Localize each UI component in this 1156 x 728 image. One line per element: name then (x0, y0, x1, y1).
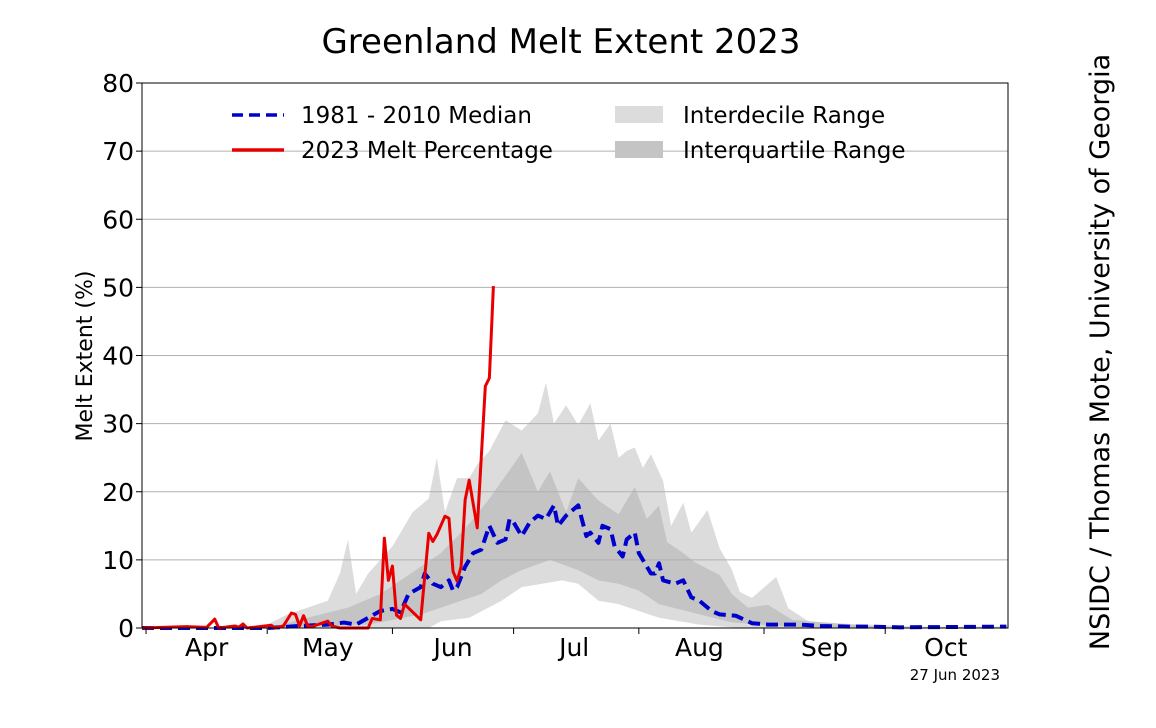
chart-title: Greenland Melt Extent 2023 (321, 22, 800, 62)
gridlines (142, 150, 1008, 561)
legend-label: Interquartile Range (683, 138, 905, 164)
median-path (142, 503, 1007, 630)
x-tick-label: Jun (431, 633, 472, 662)
range-bands (142, 382, 1008, 628)
x-tick-label: May (302, 633, 354, 662)
series-lines (141, 285, 1007, 630)
y-tick-label: 10 (102, 546, 134, 575)
x-tick-label: Aug (675, 633, 724, 662)
x-tick-label: Apr (185, 633, 229, 662)
legend-swatch (615, 106, 663, 123)
y-tick-label: 70 (102, 137, 134, 166)
legend-swatch (615, 141, 663, 158)
y-tick-label: 30 (102, 410, 134, 439)
melt-path (141, 285, 495, 630)
legend-label: Interdecile Range (683, 103, 885, 129)
y-tick-label: 0 (118, 614, 134, 643)
y-tick-label: 50 (102, 273, 134, 302)
y-tick-label: 20 (102, 478, 134, 507)
axes: 0 10 20 30 40 50 60 70 80 Apr May Jun Jul Aug Sep Oct (102, 69, 967, 662)
y-tick-label: 40 (102, 342, 134, 371)
credit-text: NSIDC / Thomas Mote, University of Georg… (1085, 54, 1116, 650)
x-tick-label: Oct (924, 633, 967, 662)
interquartile-range-band (142, 452, 1008, 628)
y-tick-label: 60 (102, 205, 134, 234)
legend-label: 2023 Melt Percentage (301, 138, 553, 164)
date-note: 27 Jun 2023 (910, 666, 1000, 684)
y-axis-label: Melt Extent (%) (73, 271, 98, 442)
legend-label: 1981 - 2010 Median (301, 103, 532, 129)
x-tick-label: Jul (557, 633, 589, 662)
legend: 1981 - 2010 Median 2023 Melt Percentage In… (232, 103, 905, 164)
melt-2023-line (141, 285, 495, 630)
y-tick-label: 80 (102, 69, 134, 98)
median-line (142, 503, 1007, 630)
x-tick-label: Sep (801, 633, 848, 662)
